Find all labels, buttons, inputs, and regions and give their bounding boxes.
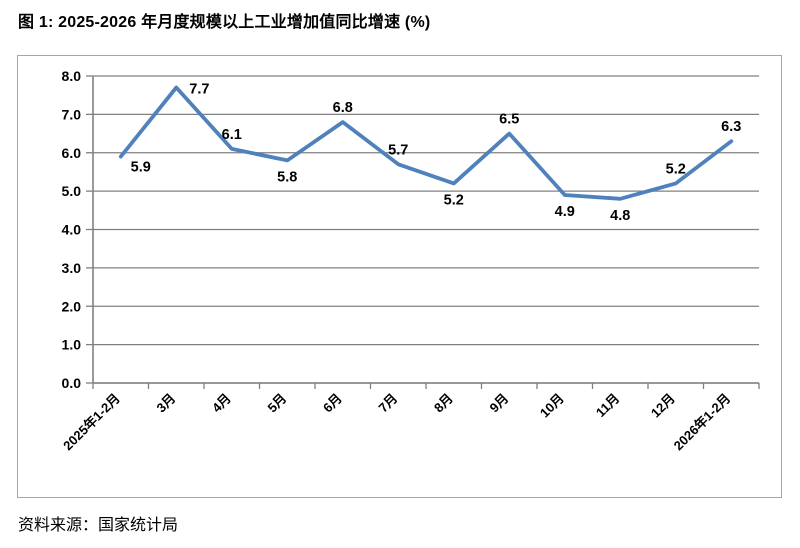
- data-label: 6.3: [721, 119, 741, 135]
- data-label: 6.5: [499, 112, 519, 128]
- data-label: 5.9: [131, 160, 151, 176]
- series-line: [118, 85, 734, 201]
- source-note: 资料来源：国家统计局: [18, 517, 179, 534]
- data-label: 5.2: [444, 192, 464, 208]
- x-tick-label: 11月: [593, 391, 623, 421]
- x-tick-label: 2025年1-2月: [60, 391, 123, 454]
- y-tick-label: 7.0: [62, 106, 82, 122]
- x-tick-label: 9月: [486, 391, 511, 416]
- x-tick-label: 10月: [537, 391, 567, 421]
- x-tick-label: 3月: [153, 391, 178, 416]
- data-label: 6.1: [222, 127, 242, 143]
- data-label: 5.7: [388, 142, 408, 158]
- y-tick-label: 2.0: [62, 298, 82, 314]
- x-tick-label: 12月: [648, 391, 678, 421]
- y-tick-label: 4.0: [62, 222, 82, 238]
- data-label: 6.8: [333, 100, 353, 116]
- line-chart: 0.0 1.0 2.0 3.0 4.0 5.0 6.0 7.0 8.0 2025年1-2月 3月 4月…: [60, 68, 760, 454]
- data-label: 5.2: [666, 161, 686, 177]
- y-tick-label: 1.0: [62, 337, 82, 353]
- y-tick-label: 0.0: [62, 375, 82, 391]
- data-label: 4.8: [610, 208, 630, 224]
- chart-title: 图 1: 2025-2026 年月度规模以上工业增加值同比增速 (%): [18, 14, 431, 31]
- chart-frame: 0.0 1.0 2.0 3.0 4.0 5.0 6.0 7.0 8.0 2025年1-2月 3月 4月…: [17, 55, 782, 498]
- x-tick-label: 2026年1-2月: [671, 391, 734, 454]
- y-tick-label: 5.0: [62, 183, 82, 199]
- x-tick-label: 6月: [320, 391, 345, 416]
- x-tick-label: 8月: [431, 391, 456, 416]
- y-tick-label: 6.0: [62, 145, 82, 161]
- x-tick-label: 4月: [209, 391, 234, 416]
- data-label: 7.7: [189, 82, 209, 98]
- data-label: 4.9: [555, 204, 575, 220]
- x-tick-label: 5月: [264, 391, 289, 416]
- x-tick-label: 7月: [375, 391, 400, 416]
- y-tick-label: 3.0: [62, 260, 82, 276]
- y-tick-label: 8.0: [62, 68, 82, 84]
- data-label: 5.8: [277, 169, 297, 185]
